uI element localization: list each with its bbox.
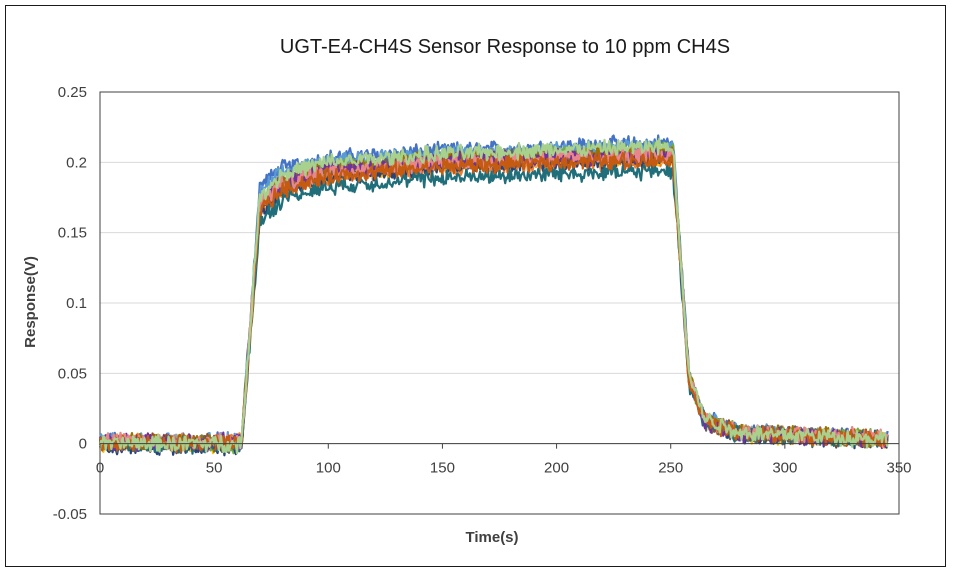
series-line-12 [98, 145, 889, 453]
series-line-6 [98, 141, 888, 455]
series-line-4 [98, 148, 889, 455]
series-line-13 [98, 147, 889, 450]
y-tick-label: 0 [79, 436, 87, 453]
y-tick-label: 0.2 [66, 154, 87, 171]
series-line-8 [99, 147, 889, 451]
x-tick-label: 100 [316, 460, 341, 477]
x-axis-title: Time(s) [465, 529, 518, 546]
x-tick-label: 200 [544, 460, 569, 477]
series-line-15 [98, 137, 889, 455]
y-tick-label: 0.05 [58, 365, 87, 382]
y-axis-title: Response(V) [22, 256, 39, 348]
series-lines [98, 134, 889, 457]
series-line-11 [98, 161, 889, 455]
chart-frame: UGT-E4-CH4S Sensor Response to 10 ppm CH… [5, 5, 946, 567]
x-tick-label: 300 [772, 460, 797, 477]
series-line-10 [98, 143, 889, 453]
series-line-5 [98, 139, 888, 451]
y-tick-label: 0.1 [66, 295, 87, 312]
plot-area-border [99, 91, 900, 515]
y-tick-label: -0.05 [53, 506, 87, 523]
chart-svg: UGT-E4-CH4S Sensor Response to 10 ppm CH… [22, 36, 912, 546]
x-tick-labels: 0 50 100 150 200 250 300 350 [96, 443, 912, 477]
y-tick-label: 0.25 [58, 84, 87, 101]
series-line-2 [98, 151, 889, 453]
x-tick-label: 350 [886, 460, 911, 477]
x-tick-label: 0 [96, 460, 104, 477]
x-tick-label: 50 [206, 460, 223, 477]
series-line-1 [98, 134, 889, 450]
y-tick-labels: -0.05 0 0.05 0.1 0.15 0.2 0.25 [53, 84, 87, 523]
gridlines [100, 91, 899, 445]
series-line-3 [98, 142, 889, 453]
x-tick-label: 150 [430, 460, 455, 477]
chart-title: UGT-E4-CH4S Sensor Response to 10 ppm CH… [280, 36, 730, 58]
y-tick-label: 0.15 [58, 225, 87, 242]
x-tick-label: 250 [658, 460, 683, 477]
series-line-9 [99, 144, 889, 454]
